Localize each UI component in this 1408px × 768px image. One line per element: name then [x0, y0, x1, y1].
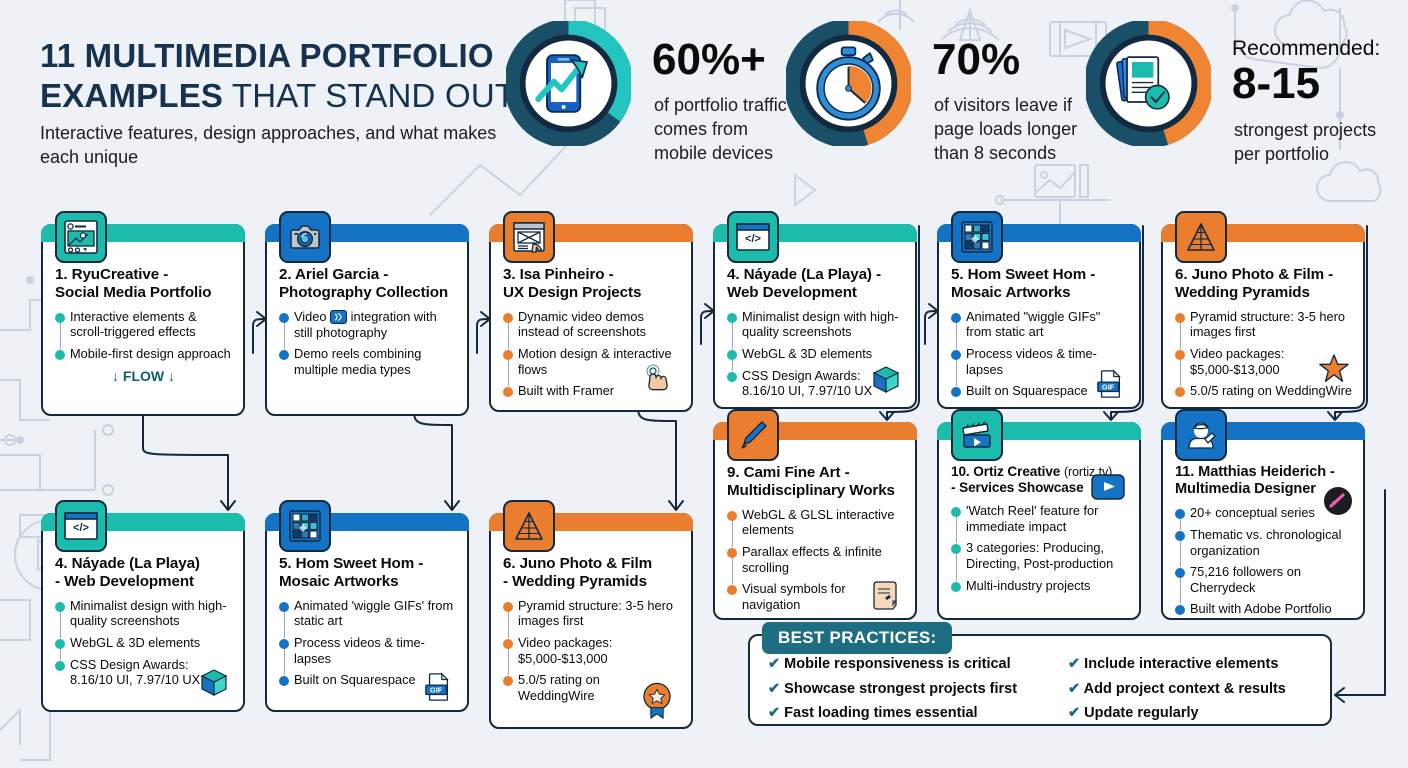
svg-text:GIF: GIF [1102, 383, 1115, 392]
svg-text:GIF: GIF [430, 686, 443, 695]
svg-text:</>: </> [73, 522, 89, 534]
svg-text:</>: </> [745, 233, 761, 245]
